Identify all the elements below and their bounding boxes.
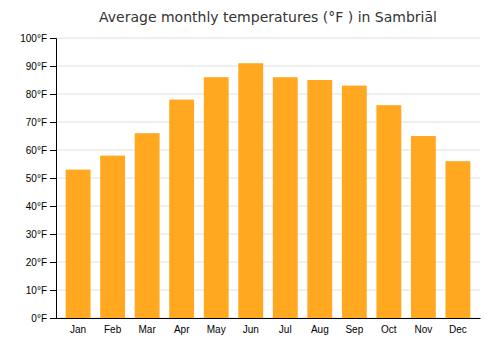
axis-line bbox=[50, 39, 57, 319]
tick-label: 30°F bbox=[26, 229, 47, 240]
bar bbox=[135, 133, 160, 318]
bar bbox=[376, 105, 401, 318]
tick: May bbox=[207, 324, 226, 335]
tick-label: Nov bbox=[414, 324, 432, 335]
tick: Sep bbox=[345, 324, 363, 335]
tick: Oct bbox=[381, 324, 397, 335]
tick-label: 0°F bbox=[31, 313, 47, 324]
tick-label: 40°F bbox=[26, 201, 47, 212]
tick-label: 20°F bbox=[26, 257, 47, 268]
tick: Jan bbox=[70, 324, 86, 335]
y-axis: 0°F 10°F 20°F 30°F 40°F 50°F 60°F 70°F 80°F 90°F 1… bbox=[20, 33, 56, 324]
tick-label: 10°F bbox=[26, 285, 47, 296]
tick-mark bbox=[50, 234, 56, 235]
bar bbox=[411, 136, 436, 318]
tick-label: Apr bbox=[174, 324, 190, 335]
tick: Jun bbox=[243, 324, 259, 335]
tick: 70°F bbox=[26, 117, 56, 128]
grid bbox=[56, 38, 480, 318]
tick-mark bbox=[50, 150, 56, 151]
bar bbox=[204, 77, 229, 318]
tick-mark bbox=[50, 178, 56, 179]
tick-label: 50°F bbox=[26, 173, 47, 184]
tick: Dec bbox=[449, 324, 467, 335]
tick: 60°F bbox=[26, 145, 56, 156]
tick-label: 90°F bbox=[26, 61, 47, 72]
tick-label: Jun bbox=[243, 324, 259, 335]
tick-label: Aug bbox=[311, 324, 329, 335]
tick: Aug bbox=[311, 324, 329, 335]
tick-mark bbox=[50, 206, 56, 207]
tick-label: Oct bbox=[381, 324, 397, 335]
tick: Mar bbox=[139, 324, 157, 335]
tick-mark bbox=[50, 262, 56, 263]
tick-label: 80°F bbox=[26, 89, 47, 100]
bar bbox=[100, 156, 125, 318]
tick-label: Jan bbox=[70, 324, 86, 335]
tick-mark bbox=[50, 290, 56, 291]
tick: 40°F bbox=[26, 201, 56, 212]
tick-label: Sep bbox=[345, 324, 363, 335]
tick: Jul bbox=[279, 324, 292, 335]
tick-mark bbox=[50, 318, 56, 319]
tick-label: 100°F bbox=[20, 33, 47, 44]
title: Average monthly temperatures (°F ) in Sa… bbox=[99, 9, 437, 25]
grid-line bbox=[56, 94, 480, 95]
tick-label: 60°F bbox=[26, 145, 47, 156]
bar bbox=[238, 63, 263, 318]
tick-label: 70°F bbox=[26, 117, 47, 128]
tick-label: Feb bbox=[104, 324, 122, 335]
tick-label: Dec bbox=[449, 324, 467, 335]
x-axis: Jan Feb Mar Apr May Jun Jul Aug Sep Oct Nov Dec bbox=[57, 319, 481, 336]
tick: 10°F bbox=[26, 285, 56, 296]
tick: Apr bbox=[174, 324, 190, 335]
tick-mark bbox=[50, 38, 56, 39]
tick: 30°F bbox=[26, 229, 56, 240]
chart: 0°F 10°F 20°F 30°F 40°F 50°F 60°F 70°F 80°F 90°F 1… bbox=[0, 0, 500, 350]
bar bbox=[445, 161, 470, 318]
tick: 100°F bbox=[20, 33, 56, 44]
axis-line bbox=[57, 318, 481, 319]
tick: 90°F bbox=[26, 61, 56, 72]
grid-line bbox=[56, 66, 480, 67]
plot: 0°F 10°F 20°F 30°F 40°F 50°F 60°F 70°F 80°F 90°F 1… bbox=[20, 33, 480, 335]
bar bbox=[273, 77, 298, 318]
tick-mark bbox=[50, 66, 56, 67]
grid-line bbox=[56, 122, 480, 123]
tick-mark bbox=[50, 122, 56, 123]
bar bbox=[169, 100, 194, 318]
tick: 50°F bbox=[26, 173, 56, 184]
tick: Nov bbox=[414, 324, 432, 335]
bar bbox=[342, 86, 367, 318]
tick-label: May bbox=[207, 324, 226, 335]
grid-line bbox=[56, 38, 480, 39]
tick: 20°F bbox=[26, 257, 56, 268]
bars bbox=[66, 63, 471, 318]
tick: 0°F bbox=[31, 313, 56, 324]
tick: 80°F bbox=[26, 89, 56, 100]
tick-label: Jul bbox=[279, 324, 292, 335]
tick-mark bbox=[50, 94, 56, 95]
tick: Feb bbox=[104, 324, 122, 335]
tick-label: Mar bbox=[139, 324, 157, 335]
bar bbox=[66, 170, 91, 318]
bar bbox=[307, 80, 332, 318]
